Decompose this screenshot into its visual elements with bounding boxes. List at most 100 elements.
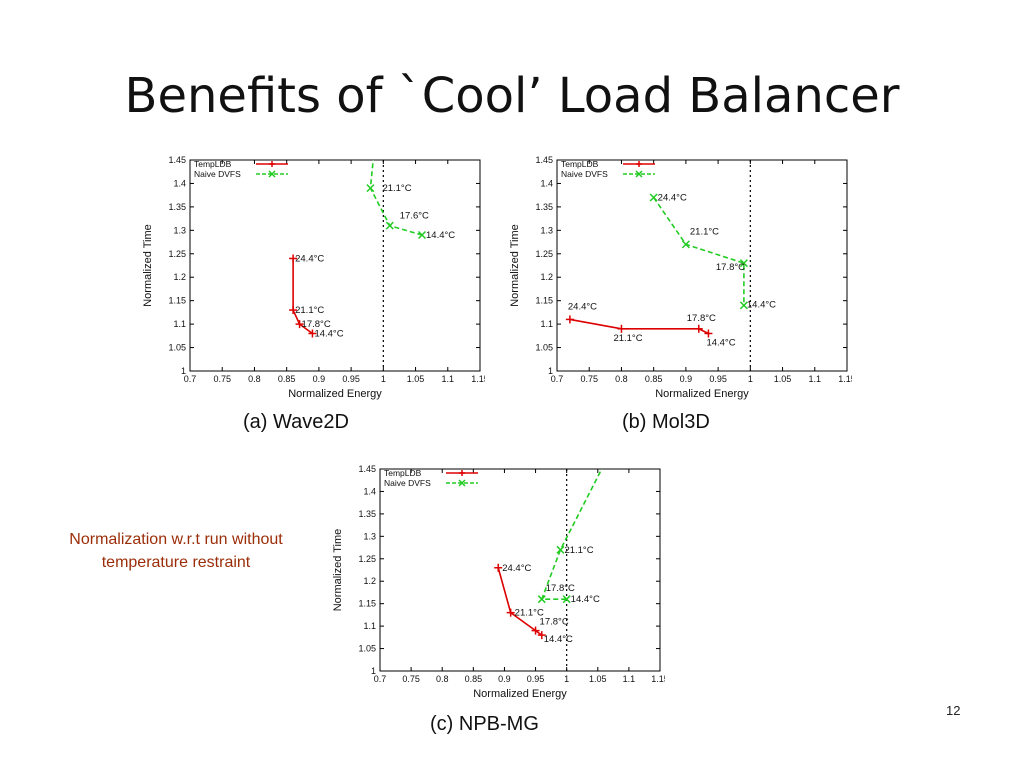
x-marker [562,595,571,604]
plus-marker [506,608,515,617]
point-label: 14.4°C [544,634,573,645]
y-axis-label: Normalized Time [332,529,344,612]
y-axis-label: Normalized Time [509,224,521,307]
legend-label: Naive DVFS [194,169,241,179]
x-tick-label: 1.05 [589,674,607,684]
y-tick-label: 1.2 [173,272,186,282]
y-tick-label: 1.05 [535,343,553,353]
x-tick-label: 1 [381,374,386,384]
point-label: 21.1°C [613,333,642,344]
point-label: 14.4°C [571,594,600,605]
chart-mol3d: 0.7 0.75 0.8 0.85 0.9 0.95 1 1.05 1.1 1.15 1 1.05 1.… [509,155,852,400]
point-label: 17.8°C [687,313,716,324]
point-label: 17.8°C [302,319,331,330]
point-label: 14.4°C [706,337,735,348]
x-tick-label: 1.05 [407,374,425,384]
chart-caption-mol3d: (b) Mol3D [622,411,710,433]
y-tick-label: 1.45 [168,155,186,165]
point-label: 21.1°C [515,608,544,619]
x-marker [537,595,546,604]
y-tick-label: 1.1 [540,319,553,329]
x-tick-label: 1.15 [471,374,485,384]
y-tick-label: 1.15 [535,296,553,306]
y-tick-label: 1.1 [363,621,376,631]
y-tick-label: 1.15 [168,296,186,306]
x-tick-label: 0.8 [248,374,261,384]
legend-label: TempLDB [561,159,599,169]
x-marker [681,240,690,249]
series-line [292,258,313,335]
y-tick-label: 1.4 [540,178,553,188]
series-naive-dvfs [366,160,427,240]
point-label: 17.8°C [540,617,569,628]
point-label: 24.4°C [295,253,324,264]
series-line [540,469,603,600]
y-tick-label: 1.3 [540,225,553,235]
y-tick-label: 1 [181,366,186,376]
plus-marker [617,324,626,333]
y-tick-label: 1.2 [540,272,553,282]
plus-marker [565,315,574,324]
x-tick-label: 0.7 [184,374,197,384]
legend-label: TempLDB [384,468,422,478]
plot-frame [556,159,848,372]
y-tick-label: 1.45 [358,464,376,474]
legend-marker [635,170,643,178]
y-tick-label: 1.45 [535,155,553,165]
x-tick-label: 0.7 [374,674,387,684]
point-label: 14.4°C [747,299,776,310]
y-tick-label: 1.35 [168,202,186,212]
x-tick-label: 0.95 [709,374,727,384]
x-tick-label: 0.95 [527,674,545,684]
y-tick-label: 1.35 [358,509,376,519]
y-tick-label: 1.4 [363,486,376,496]
plus-marker [531,626,540,635]
x-axis-label: Normalized Energy [655,388,749,400]
y-tick-label: 1.05 [358,644,376,654]
x-axis-label: Normalized Energy [473,688,567,700]
x-tick-label: 0.9 [313,374,326,384]
x-tick-label: 1.15 [651,674,665,684]
y-tick-label: 1.25 [535,249,553,259]
legend-label: TempLDB [194,159,232,169]
chart-npbmg: 0.7 0.75 0.8 0.85 0.9 0.95 1 1.05 1.1 1.15 1 1.05 1.… [332,464,665,700]
page-number: 12 [946,703,961,718]
x-tick-label: 0.95 [342,374,360,384]
y-tick-label: 1.25 [358,554,376,564]
chart-caption-npbmg: (c) NPB-MG [430,713,539,735]
x-tick-label: 0.85 [465,674,483,684]
x-tick-label: 0.75 [580,374,598,384]
x-marker [556,545,565,554]
x-tick-label: 1.15 [838,374,852,384]
y-tick-label: 1.2 [363,576,376,586]
y-tick-label: 1.35 [535,202,553,212]
x-tick-label: 0.9 [498,674,511,684]
x-tick-label: 1 [748,374,753,384]
plus-marker [537,631,546,640]
x-tick-label: 0.85 [278,374,296,384]
slide-title: Benefits of `Cool’ Load Balancer [124,68,900,124]
legend-marker [458,479,466,487]
series-line [497,567,543,636]
x-axis-label: Normalized Energy [288,388,382,400]
x-tick-label: 1.05 [774,374,792,384]
y-tick-label: 1.25 [168,249,186,259]
plus-marker [694,324,703,333]
x-tick-label: 1.1 [809,374,822,384]
x-tick-label: 0.9 [680,374,693,384]
plus-marker [295,320,304,329]
point-label: 24.4°C [568,301,597,312]
legend-label: Naive DVFS [561,169,608,179]
x-marker [739,301,748,310]
x-tick-label: 1.1 [623,674,636,684]
x-tick-label: 0.8 [436,674,449,684]
chart-caption-wave2d: (a) Wave2D [243,411,349,433]
plot-frame [379,468,661,672]
point-label: 21.1°C [690,226,719,237]
point-label: 17.8°C [716,262,745,273]
y-tick-label: 1.1 [173,319,186,329]
plus-marker [289,306,298,315]
series-templdb [494,563,546,640]
plus-marker [308,329,317,338]
legend-marker [268,170,276,178]
